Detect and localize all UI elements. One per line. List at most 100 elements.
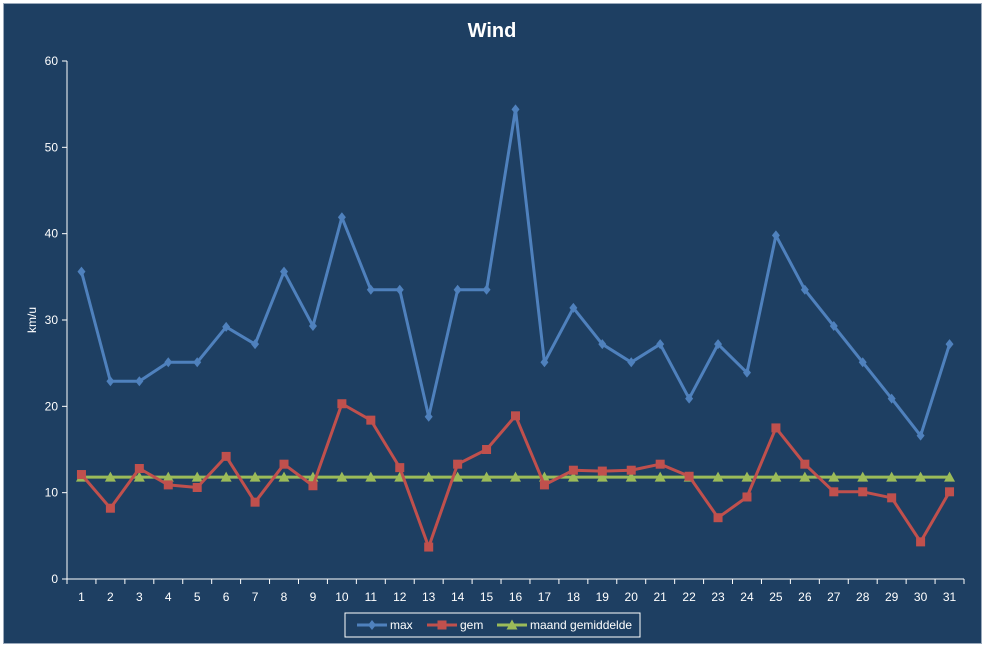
- data-point: [164, 357, 173, 368]
- data-point: [654, 471, 666, 482]
- x-tick-label: 15: [480, 590, 494, 604]
- data-point: [511, 411, 520, 421]
- data-point: [742, 492, 752, 502]
- data-point: [249, 471, 261, 482]
- x-tick-label: 6: [223, 590, 230, 604]
- data-point: [712, 471, 724, 482]
- data-point: [452, 471, 464, 482]
- x-tick-label: 13: [422, 590, 436, 604]
- series-line: [80, 107, 951, 438]
- y-tick-label: 40: [45, 227, 59, 241]
- data-point: [134, 463, 144, 473]
- x-tick-label: 20: [625, 590, 639, 604]
- legend-item: maand gemiddelde: [497, 618, 632, 632]
- x-tick-label: 5: [194, 590, 201, 604]
- data-point: [222, 321, 231, 332]
- x-tick-label: 16: [509, 590, 523, 604]
- data-point: [424, 542, 434, 552]
- chart-title: Wind: [468, 20, 517, 42]
- x-tick-label: 12: [393, 590, 407, 604]
- data-point: [135, 376, 144, 387]
- data-point: [453, 284, 462, 295]
- y-tick-label: 0: [51, 572, 58, 586]
- data-point: [106, 376, 115, 387]
- data-point: [944, 471, 956, 482]
- data-point: [741, 471, 753, 482]
- data-point: [279, 459, 289, 469]
- x-tick-label: 28: [856, 590, 870, 604]
- data-point: [800, 284, 809, 295]
- x-tick-label: 3: [136, 590, 143, 604]
- data-point: [133, 471, 145, 482]
- data-point: [916, 537, 926, 547]
- y-axis-label: km/u: [25, 307, 39, 333]
- data-point: [829, 321, 838, 332]
- data-point: [192, 482, 202, 492]
- data-point: [510, 471, 521, 482]
- y-tick-label: 60: [45, 54, 59, 68]
- data-point: [945, 339, 954, 350]
- data-point: [828, 471, 840, 482]
- data-point: [771, 230, 780, 241]
- legend-item: gem: [427, 618, 483, 632]
- x-tick-label: 30: [914, 590, 928, 604]
- data-point: [626, 465, 636, 475]
- x-tick-label: 1: [78, 590, 85, 604]
- data-point: [858, 357, 867, 368]
- data-point: [395, 284, 404, 295]
- legend-label: maand gemiddelde: [530, 618, 632, 632]
- data-point: [567, 471, 579, 482]
- x-tick-label: 23: [711, 590, 725, 604]
- data-point: [191, 471, 203, 482]
- y-ticks: 0 10 20 30 40 50 60: [45, 54, 67, 586]
- x-tick-label: 24: [740, 590, 754, 604]
- chart-area: [3, 3, 982, 644]
- x-tick-label: 14: [451, 590, 465, 604]
- x-tick-label: 17: [538, 590, 552, 604]
- x-tick-label: 8: [281, 590, 288, 604]
- x-tick-label: 21: [653, 590, 667, 604]
- data-point: [337, 399, 347, 409]
- data-point: [742, 367, 751, 378]
- data-point: [916, 430, 925, 441]
- y-tick-label: 30: [45, 313, 59, 327]
- data-point: [77, 266, 86, 277]
- data-point: [221, 451, 231, 461]
- data-point: [511, 104, 520, 115]
- data-point: [800, 459, 810, 469]
- data-point: [365, 471, 377, 482]
- x-tick-label: 4: [165, 590, 172, 604]
- x-tick-label: 26: [798, 590, 812, 604]
- data-point: [162, 471, 174, 482]
- data-point: [597, 466, 607, 476]
- data-point: [423, 471, 435, 482]
- data-point: [163, 480, 173, 490]
- y-tick-label: 10: [45, 486, 59, 500]
- data-point: [104, 471, 116, 482]
- series-gem: [76, 399, 955, 552]
- data-point: [424, 411, 433, 422]
- data-point: [453, 459, 463, 469]
- data-point: [569, 302, 578, 313]
- data-point: [482, 284, 491, 295]
- data-point: [625, 471, 637, 482]
- data-point: [887, 493, 897, 503]
- data-point: [945, 487, 955, 497]
- x-tick-label: 19: [596, 590, 610, 604]
- data-point: [915, 471, 927, 482]
- legend-box: [344, 612, 641, 638]
- data-point: [540, 357, 549, 368]
- legend-marker: [368, 620, 376, 630]
- data-point: [684, 471, 694, 481]
- data-point: [337, 212, 346, 223]
- series-max: [77, 104, 954, 441]
- x-tick-label: 22: [682, 590, 696, 604]
- data-point: [481, 471, 493, 482]
- x-tick-label: 29: [885, 590, 899, 604]
- data-point: [278, 471, 290, 482]
- data-point: [655, 459, 665, 469]
- x-tick-label: 11: [365, 590, 378, 604]
- x-tick-label: 27: [827, 590, 841, 604]
- x-ticks: 1 2 3 4 5 6 7 8 9 10 11 12 13 14 15 16 17 18 19 20 21 22 23 24 2…: [66, 579, 965, 604]
- legend-marker: [506, 619, 518, 630]
